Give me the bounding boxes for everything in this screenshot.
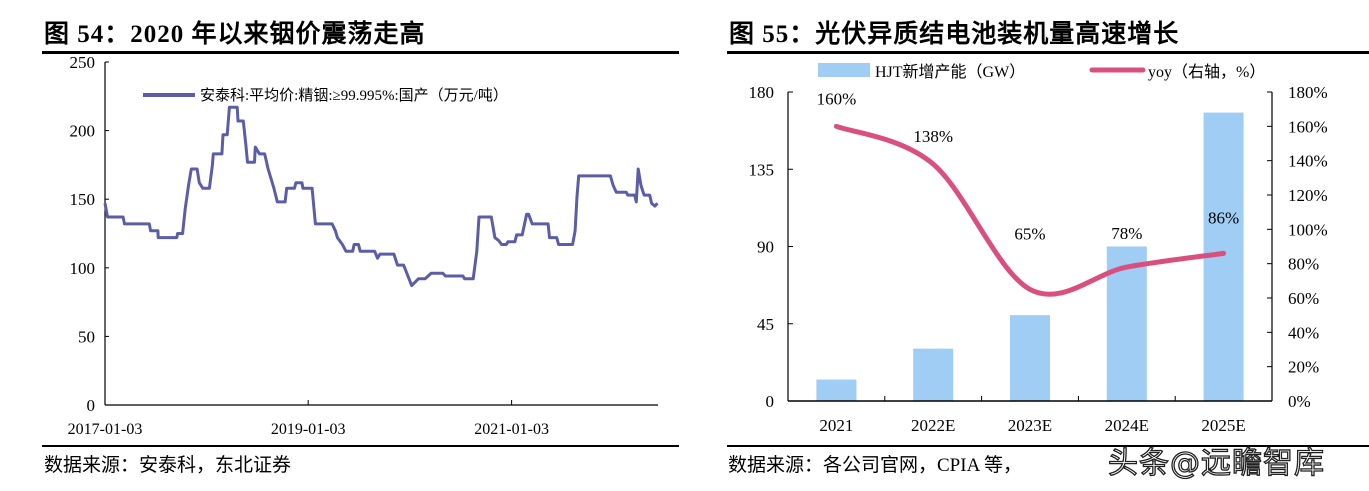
right-y-tick-label: 120% — [1288, 186, 1328, 205]
yoy-data-label: 78% — [1111, 224, 1142, 243]
x-tick-label: 2021 — [819, 416, 853, 435]
right-source-rule — [727, 445, 1369, 447]
right-source-note: 数据来源：各公司官网，CPIA 等， — [728, 455, 1022, 476]
left-y-tick-label: 180 — [749, 83, 775, 102]
left-y-tick-label: 45 — [757, 315, 774, 334]
left-y-tick-label: 90 — [757, 238, 774, 257]
left-y-tick-label: 135 — [749, 160, 775, 179]
right-y-tick-label: 180% — [1288, 83, 1328, 102]
y-tick-label: 250 — [70, 53, 96, 72]
left-chart-title: 图 54：2020 年以来铟价震荡走高 — [44, 21, 426, 48]
left-title-rule — [42, 51, 679, 54]
legend-bar-swatch — [818, 63, 870, 77]
right-y-tick-label: 40% — [1288, 323, 1319, 342]
yoy-data-label: 160% — [817, 89, 857, 108]
legend-bar-label: HJT新增产能（GW） — [875, 63, 1025, 81]
y-tick-label: 150 — [70, 190, 96, 209]
x-tick-label: 2023E — [1008, 416, 1052, 435]
right-y-tick-label: 100% — [1288, 220, 1328, 239]
yoy-data-label: 138% — [913, 127, 953, 146]
y-tick-label: 100 — [70, 259, 96, 278]
right-y-tick-label: 140% — [1288, 152, 1328, 171]
x-tick-label: 2024E — [1105, 416, 1149, 435]
x-tick-label: 2021-01-03 — [474, 421, 549, 438]
right-y-tick-label: 60% — [1288, 289, 1319, 308]
watermark: 头条@远瞻智库 — [1107, 445, 1325, 481]
y-tick-label: 50 — [78, 327, 95, 346]
right-title-rule — [727, 51, 1369, 54]
right-y-tick-label: 160% — [1288, 117, 1328, 136]
x-tick-label: 2019-01-03 — [271, 421, 346, 438]
bar-2023E — [1010, 315, 1050, 401]
left-y-tick-label: 0 — [766, 392, 775, 411]
bar-2021 — [816, 379, 857, 401]
y-tick-label: 200 — [70, 122, 96, 141]
legend-label: 安泰科:平均价:精铟:≥99.995%:国产（万元/吨） — [200, 87, 508, 104]
right-y-tick-label: 20% — [1288, 358, 1319, 377]
left-source-rule — [42, 445, 679, 447]
price-line — [103, 105, 659, 288]
left-source-note: 数据来源：安泰科，东北证券 — [44, 455, 292, 476]
right-chart-title: 图 55：光伏异质结电池装机量高速增长 — [729, 21, 1180, 48]
x-tick-label: 2025E — [1201, 416, 1245, 435]
y-tick-label: 0 — [87, 396, 96, 415]
yoy-line — [833, 123, 1227, 297]
bar-2022E — [913, 348, 954, 401]
x-tick-label: 2017-01-03 — [68, 421, 143, 438]
right-y-tick-label: 80% — [1288, 255, 1319, 274]
right-y-tick-label: 0% — [1288, 392, 1311, 411]
x-tick-label: 2022E — [911, 416, 955, 435]
yoy-data-label: 86% — [1208, 208, 1239, 227]
yoy-data-label: 65% — [1014, 224, 1045, 243]
legend-line-label: yoy（右轴，%） — [1148, 63, 1265, 81]
indium-price-chart: 0 50 100 150 200 250 2017-01-03 2019-01-03 2021-… — [68, 53, 659, 438]
